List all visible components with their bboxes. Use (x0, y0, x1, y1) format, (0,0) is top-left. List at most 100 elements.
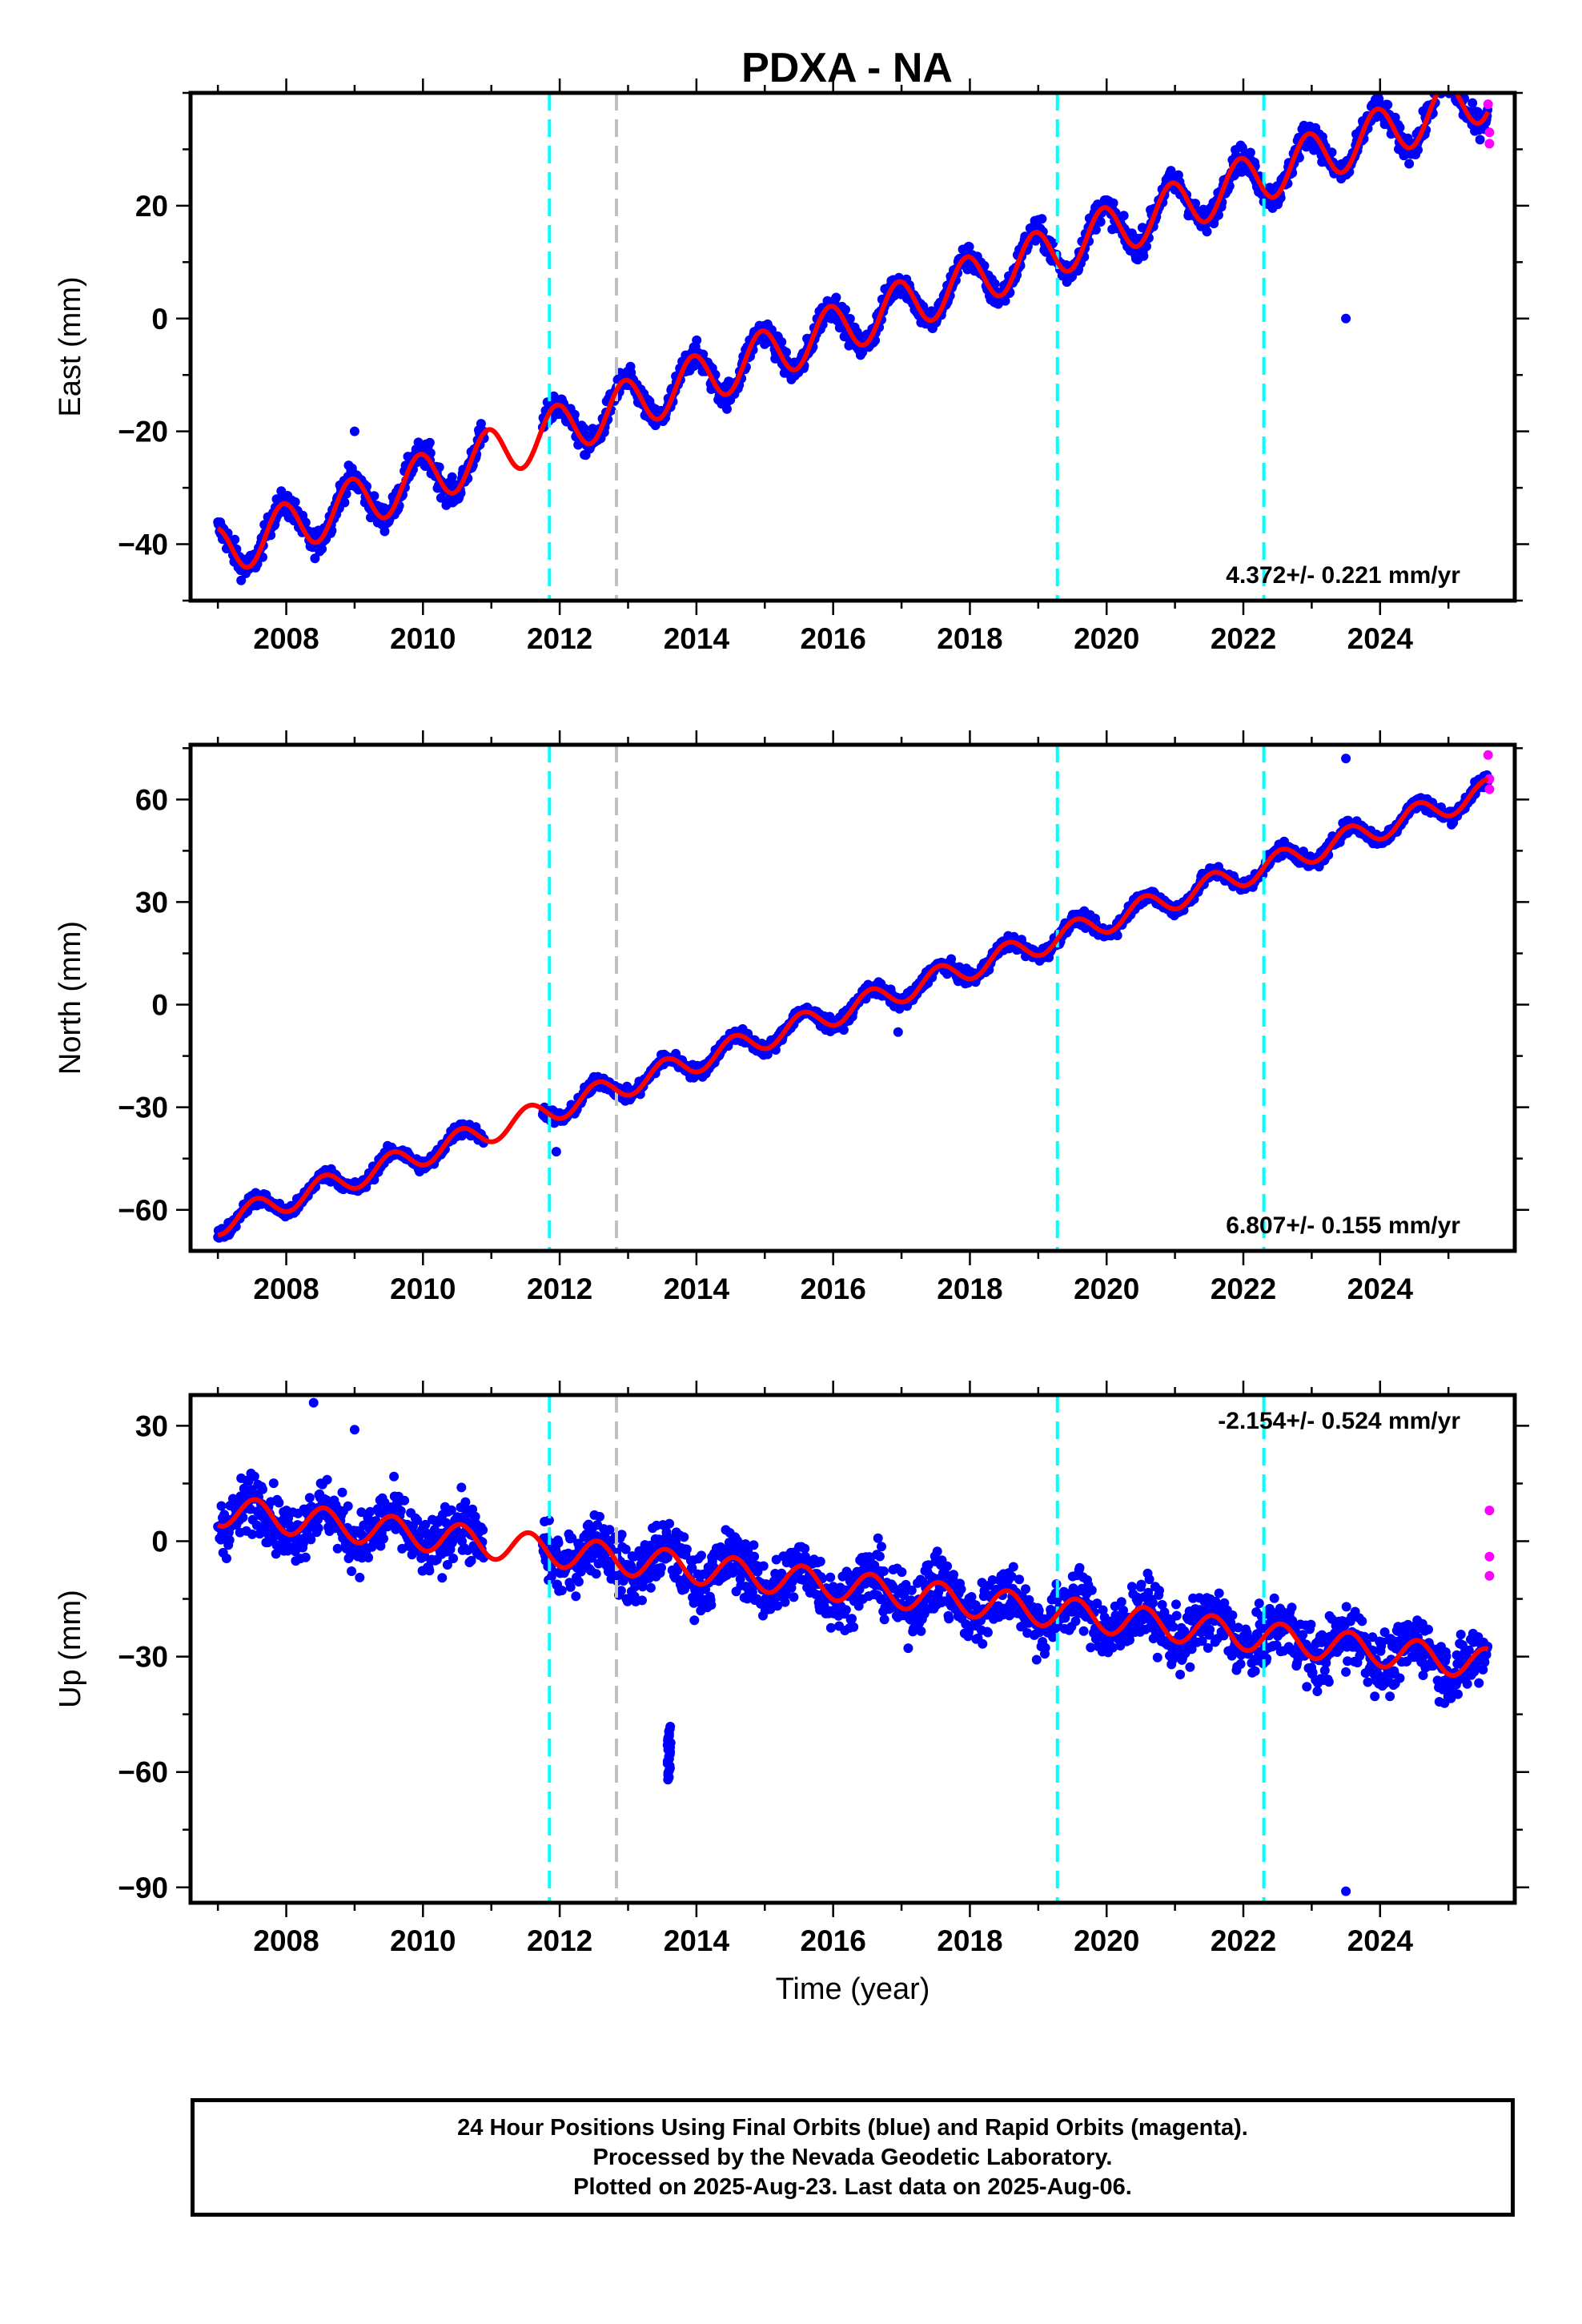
rapid-orbit-point (1483, 750, 1493, 760)
final-orbit-point (946, 954, 957, 964)
plot-frame (188, 90, 1517, 603)
final-orbit-point (249, 1471, 259, 1482)
y-tick-label: −60 (118, 1194, 168, 1227)
final-orbit-point (990, 279, 1000, 289)
final-orbit-point (476, 419, 486, 429)
final-orbit-point (424, 1566, 435, 1576)
final-orbit-point (437, 1573, 448, 1583)
x-tick-label: 2020 (1074, 1273, 1139, 1305)
final-orbit-point (831, 292, 841, 303)
final-orbit-point (460, 1497, 471, 1507)
y-tick-label: 30 (135, 886, 168, 919)
final-orbit-point (845, 314, 855, 324)
y-tick-label: 0 (151, 989, 168, 1022)
final-orbit-point (1439, 77, 1449, 86)
final-orbit-point (332, 1543, 343, 1554)
x-tick-label: 2020 (1074, 622, 1139, 655)
final-orbit-point (591, 1569, 601, 1579)
final-orbit-point (396, 1506, 406, 1516)
final-orbit-point (1138, 251, 1149, 261)
final-orbit-point (1449, 80, 1459, 90)
final-orbit-point (553, 1538, 564, 1548)
final-orbit-point (1442, 80, 1452, 90)
y-axis-label: East (mm) (54, 276, 87, 416)
final-orbit-point (1442, 77, 1452, 86)
outlier-point (1341, 313, 1351, 324)
final-orbit-point (1037, 214, 1047, 224)
final-orbit-point (456, 1482, 467, 1493)
final-orbit-point (448, 1554, 459, 1563)
final-orbit-point (964, 242, 974, 252)
final-orbit-point (216, 1501, 227, 1511)
x-tick-label: 2024 (1347, 1273, 1414, 1305)
panel-3: 2008 2010 2012 2014 2016 2018 2020 2022 2024−90−… (54, 1381, 1529, 2006)
y-axis-label: North (mm) (54, 921, 87, 1075)
x-tick-label: 2014 (664, 622, 730, 655)
rapid-orbit-point (1484, 127, 1495, 138)
final-orbit-point (692, 335, 702, 345)
final-orbit-point (304, 1493, 315, 1503)
final-orbit-point (556, 1586, 567, 1595)
rapid-orbit-point (1483, 99, 1493, 110)
final-orbit-point (343, 1501, 353, 1511)
final-orbit-point (337, 1487, 347, 1498)
final-orbit-point (290, 497, 300, 507)
final-orbit-point (571, 1591, 581, 1602)
final-orbit-point (1446, 78, 1456, 88)
plot-area (213, 745, 1495, 1251)
x-tick-label: 2010 (390, 622, 456, 655)
plot-area (213, 74, 1495, 601)
final-orbit-point (1432, 82, 1442, 91)
final-orbit-point (379, 526, 390, 537)
x-tick-label: 2010 (390, 1273, 456, 1305)
final-orbit-points (213, 754, 1493, 1243)
final-orbit-point (781, 347, 791, 357)
final-orbit-point (224, 1535, 235, 1546)
outlier-point (1341, 754, 1351, 764)
final-orbit-point (777, 337, 787, 347)
final-orbit-point (1438, 78, 1447, 87)
outlier-point (551, 1147, 561, 1157)
final-orbit-point (1445, 81, 1455, 90)
outlier-point (424, 437, 435, 448)
model-curve (217, 93, 1491, 570)
y-tick-label: 60 (135, 783, 168, 816)
final-orbit-point (565, 1582, 576, 1592)
final-orbit-point (1108, 198, 1118, 208)
final-orbit-point (268, 1478, 279, 1489)
final-orbit-point (222, 1554, 231, 1563)
final-orbit-point (1413, 145, 1423, 155)
final-orbit-point (1448, 78, 1458, 87)
final-orbit-point (1112, 931, 1122, 941)
plot-area (213, 1395, 1495, 1903)
x-tick-label: 2016 (801, 622, 866, 655)
x-tick-label: 2012 (527, 622, 592, 655)
final-orbit-point (1095, 217, 1106, 227)
final-orbit-point (841, 304, 850, 315)
x-tick-label: 2024 (1347, 622, 1414, 655)
x-tick-label: 2008 (253, 1273, 319, 1305)
final-orbit-point (274, 1498, 284, 1508)
panel-2: 2008 2010 2012 2014 2016 2018 2020 2022 2024−60−… (54, 730, 1529, 1305)
y-tick-label: −20 (118, 416, 168, 448)
final-orbit-point (355, 1572, 365, 1582)
y-tick-label: 20 (135, 190, 168, 223)
final-orbit-point (478, 1525, 488, 1535)
x-tick-label: 2016 (801, 1273, 866, 1305)
outlier-point (349, 426, 359, 436)
final-orbit-point (838, 1025, 849, 1035)
final-orbit-point (1433, 82, 1443, 91)
final-orbit-point (1245, 147, 1255, 158)
final-orbit-point (258, 1484, 267, 1494)
final-orbit-point (1118, 211, 1129, 221)
final-orbit-point (379, 1534, 388, 1544)
rapid-orbit-point (1484, 139, 1495, 149)
final-orbit-point (1000, 296, 1010, 306)
final-orbit-point (389, 1471, 400, 1482)
final-orbit-point (436, 493, 446, 503)
final-orbit-point (1090, 224, 1101, 235)
final-orbit-point (1439, 82, 1448, 91)
chart-title: PDXA - NA (741, 45, 953, 91)
rate-label: 4.372+/- 0.221 mm/yr (1226, 562, 1460, 589)
final-orbit-point (1439, 74, 1449, 84)
